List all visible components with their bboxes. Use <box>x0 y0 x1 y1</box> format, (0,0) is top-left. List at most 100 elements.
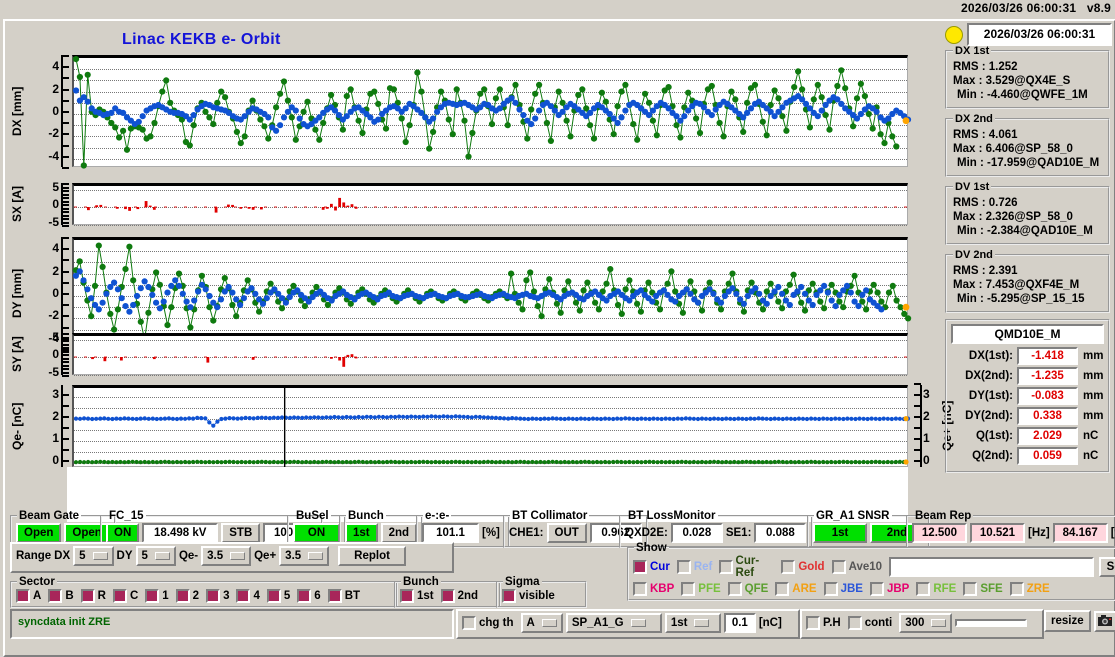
range-dx-select[interactable]: 5 <box>73 546 114 566</box>
ph-text-field[interactable] <box>955 619 1028 627</box>
beam-rep-unit-1: [Hz] <box>1028 527 1050 539</box>
sector-group: Sector A B R C 1 2 3 4 5 6 BT <box>10 576 398 608</box>
checkbox[interactable] <box>206 589 221 603</box>
bunch-checkbox-1st[interactable]: 1st <box>400 589 434 603</box>
checkbox[interactable] <box>831 560 846 574</box>
beam-gate-button-1[interactable]: Open <box>16 523 62 543</box>
chart-panel-sy[interactable] <box>72 333 910 376</box>
chgth-unit: [nC] <box>758 617 782 629</box>
checkbox[interactable] <box>16 589 30 603</box>
chgth-name-select[interactable]: SP_A1_G <box>565 613 662 633</box>
checkbox[interactable] <box>676 560 691 574</box>
show-checkbox-kbp[interactable]: KBP <box>633 582 674 596</box>
sector-checkbox-6[interactable]: 6 <box>297 589 321 603</box>
range-qep-select[interactable]: 3.5 <box>279 546 330 566</box>
chgth-checkbox-wrap[interactable]: chg th <box>462 616 514 630</box>
checkbox[interactable] <box>869 582 884 596</box>
show-checkbox-cur-ref[interactable]: Cur-Ref <box>719 555 774 579</box>
show-checkbox-cur[interactable]: Cur <box>633 560 670 574</box>
checkbox[interactable] <box>963 582 978 596</box>
chgth-sector-select[interactable]: A <box>520 613 563 633</box>
sector-checkbox-a[interactable]: A <box>16 589 41 603</box>
show-checkbox-gold[interactable]: Gold <box>781 560 825 574</box>
show-checkbox-pfe[interactable]: PFE <box>681 582 721 596</box>
checkbox[interactable] <box>236 589 251 603</box>
checkbox[interactable] <box>781 560 796 574</box>
sector-checkbox-b[interactable]: B <box>48 589 74 603</box>
checkbox[interactable] <box>916 582 931 596</box>
show-checkbox-ref[interactable]: Ref <box>676 560 712 574</box>
show-checkbox-sfe[interactable]: SFE <box>963 582 1003 596</box>
range-qep-label: Qe+ <box>254 550 277 562</box>
bunch-checkbox-2nd[interactable]: 2nd <box>440 589 478 603</box>
bt-collimator-state[interactable]: OUT <box>546 523 587 543</box>
chart-panel-sx[interactable] <box>72 183 910 226</box>
checkbox[interactable] <box>297 589 312 603</box>
sector-checkbox-4[interactable]: 4 <box>236 589 260 603</box>
chgth-bunch-select[interactable]: 1st <box>664 613 721 633</box>
show-checkbox-qfe[interactable]: QFE <box>727 582 768 596</box>
ph-count-select[interactable]: 300 <box>899 613 953 633</box>
replot-button[interactable]: Replot <box>338 546 406 566</box>
range-qem-label: Qe- <box>178 550 199 562</box>
checkbox[interactable] <box>440 589 455 603</box>
checkbox[interactable] <box>633 582 647 596</box>
show-checkbox-jbe[interactable]: JBE <box>823 582 863 596</box>
checkbox[interactable] <box>633 560 647 574</box>
checkbox[interactable] <box>266 589 281 603</box>
conti-checkbox-wrap[interactable]: conti <box>847 616 892 630</box>
checkbox[interactable] <box>727 582 742 596</box>
show-checkbox-jbp[interactable]: JBP <box>869 582 909 596</box>
chart-panel-qe[interactable] <box>72 385 911 470</box>
sector-checkbox-3[interactable]: 3 <box>206 589 229 603</box>
camera-icon[interactable] <box>1093 610 1115 632</box>
checkbox[interactable] <box>681 582 696 596</box>
gr-a1-1st-button[interactable]: 1st <box>813 523 867 543</box>
sigma-checkbox-visible[interactable]: visible <box>502 589 555 603</box>
range-qem-select[interactable]: 3.5 <box>201 546 252 566</box>
chgth-checkbox[interactable] <box>462 616 476 630</box>
readout-value: 0.338 <box>1017 407 1078 425</box>
checkbox[interactable] <box>1009 582 1024 596</box>
checkbox[interactable] <box>823 582 838 596</box>
sector-checkbox-5[interactable]: 5 <box>266 589 290 603</box>
chart-series-dy <box>72 242 912 343</box>
bunch-1st-button[interactable]: 1st <box>345 523 378 543</box>
resize-button[interactable]: resize <box>1044 610 1091 632</box>
checkbox[interactable] <box>775 582 790 596</box>
sector-checkbox-c[interactable]: C <box>112 589 138 603</box>
sector-checkbox-r[interactable]: R <box>80 589 106 603</box>
checkbox[interactable] <box>719 560 733 574</box>
set-ref-button[interactable]: Set Ref <box>1098 557 1115 577</box>
sector-checkbox-2[interactable]: 2 <box>175 589 199 603</box>
checkbox[interactable] <box>145 589 160 603</box>
checkbox[interactable] <box>112 589 127 603</box>
ph-checkbox-wrap[interactable]: P.H <box>806 616 841 630</box>
show-checkbox-zre[interactable]: ZRE <box>1009 582 1050 596</box>
conti-checkbox[interactable] <box>847 616 862 630</box>
ph-checkbox[interactable] <box>806 616 820 630</box>
busel-on-button[interactable]: ON <box>293 523 340 543</box>
checkbox[interactable] <box>48 589 63 603</box>
ref-name-input[interactable] <box>889 557 1094 577</box>
show-checkbox-ave10[interactable]: Ave10 <box>831 560 882 574</box>
show-checkbox-rfe[interactable]: RFE <box>916 582 956 596</box>
fc15-on-button[interactable]: ON <box>106 523 140 543</box>
chevron-down-icon <box>541 619 557 627</box>
bunch-2nd-button[interactable]: 2nd <box>380 523 418 543</box>
readout-unit: nC <box>1083 450 1099 462</box>
checkbox[interactable] <box>502 589 516 603</box>
range-dy-select[interactable]: 5 <box>135 546 176 566</box>
ee-unit: [%] <box>482 527 500 539</box>
checkbox[interactable] <box>80 589 95 603</box>
checkbox[interactable] <box>327 589 342 603</box>
sector-checkbox-bt[interactable]: BT <box>327 589 360 603</box>
fc15-stb-button[interactable]: STB <box>221 523 261 543</box>
checkbox[interactable] <box>400 589 414 603</box>
sector-checkbox-1[interactable]: 1 <box>145 589 169 603</box>
show-checkbox-are[interactable]: ARE <box>775 582 817 596</box>
gridline <box>74 147 907 149</box>
chart-panel-dx[interactable] <box>72 55 912 169</box>
chgth-value-input[interactable]: 0.1 <box>723 613 756 633</box>
checkbox[interactable] <box>175 589 190 603</box>
